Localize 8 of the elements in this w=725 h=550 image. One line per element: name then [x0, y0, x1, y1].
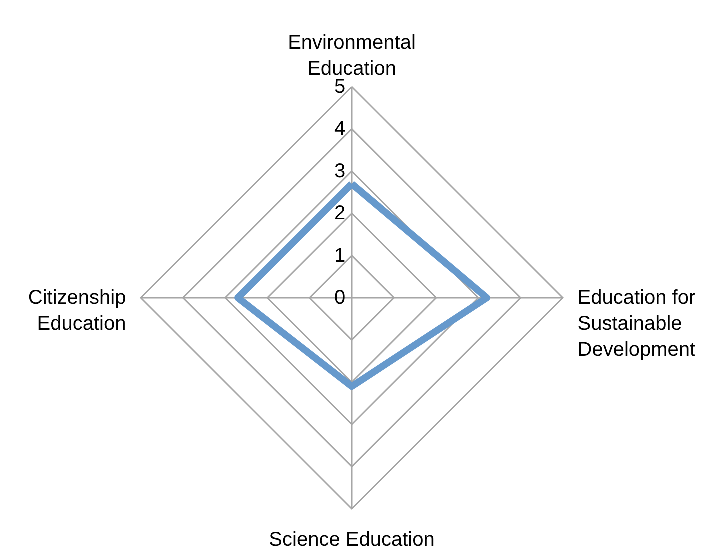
y-tick-label: 2: [334, 202, 346, 225]
y-tick-label: 4: [334, 118, 346, 140]
spoke-label: Citizenship Education: [28, 287, 126, 335]
spoke-label: Education for Sustainable Development: [578, 287, 696, 361]
y-tick-label: 3: [334, 160, 346, 182]
spoke-label: Science Education: [269, 529, 435, 550]
y-tick-label: 1: [334, 244, 346, 267]
y-tick-label: 0: [334, 287, 346, 309]
